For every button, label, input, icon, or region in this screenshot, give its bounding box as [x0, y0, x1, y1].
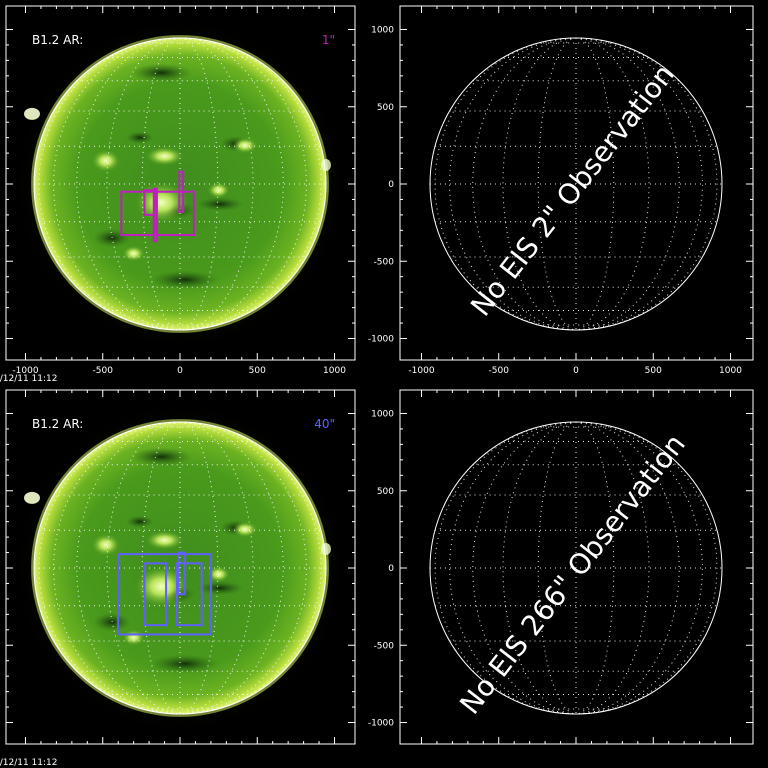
- y-tick-label: -1000: [368, 719, 394, 729]
- heliographic-grid: [33, 37, 327, 331]
- solar-disk-image: [13, 17, 347, 351]
- timestamp: 7/12/11 11:12: [0, 374, 58, 384]
- heliographic-grid: [429, 421, 723, 715]
- fov-box: [175, 562, 203, 627]
- x-tick-label: -500: [93, 366, 114, 376]
- x-tick-label: -1000: [408, 366, 434, 376]
- x-tick-label: 1000: [719, 366, 742, 376]
- solar-limb: [33, 421, 327, 715]
- fov-box: [152, 187, 158, 243]
- x-tick-label: 500: [645, 366, 662, 376]
- fov-box: [117, 553, 212, 636]
- y-tick-label: 1000: [371, 410, 394, 420]
- fov-box: [177, 551, 186, 596]
- fov-box: [143, 189, 157, 216]
- slit-badge: 1": [322, 33, 335, 47]
- y-tick-label: 0: [388, 180, 394, 190]
- x-tick-label: -500: [489, 366, 510, 376]
- timestamp: 7/12/11 11:12: [0, 758, 58, 768]
- y-tick-label: 500: [377, 487, 394, 497]
- heliographic-grid: [33, 421, 327, 715]
- y-tick-label: -1000: [368, 335, 394, 345]
- fov-box: [143, 562, 168, 627]
- solar-disk-image: [13, 401, 347, 735]
- y-tick-label: -500: [374, 257, 395, 267]
- solar-limb: [33, 37, 327, 331]
- region-label: B1.2 AR:: [32, 33, 83, 47]
- no-observation-message: No EIS 266" Observation: [453, 428, 692, 720]
- y-tick-label: 0: [388, 564, 394, 574]
- x-tick-label: 1000: [323, 366, 346, 376]
- x-tick-label: 0: [177, 366, 183, 376]
- x-tick-label: -1000: [12, 366, 38, 376]
- eis-fov-boxes: [117, 551, 212, 636]
- y-tick-label: 1000: [371, 26, 394, 36]
- x-tick-label: 0: [573, 366, 579, 376]
- fov-box: [178, 170, 185, 213]
- no-observation-message: No EIS 2" Observation: [464, 58, 681, 322]
- slit-badge: 40": [314, 417, 335, 431]
- y-tick-label: 500: [377, 103, 394, 113]
- heliographic-grid: [429, 37, 723, 331]
- solar-limb: [429, 421, 723, 715]
- region-label: B1.2 AR:: [32, 417, 83, 431]
- eis-fov-boxes: [120, 170, 195, 243]
- x-tick-label: 500: [249, 366, 266, 376]
- panel-bottom-right-no-observation: 1000 500 0 -500 -1000 No EIS 266" Observation: [368, 389, 754, 745]
- panel-top-right-no-observation: 1000 500 0 -500 -1000 -1000 -500 0 500 1000 No EIS…: [368, 5, 754, 376]
- y-tick-label: -500: [374, 641, 395, 651]
- solar-limb: [429, 37, 723, 331]
